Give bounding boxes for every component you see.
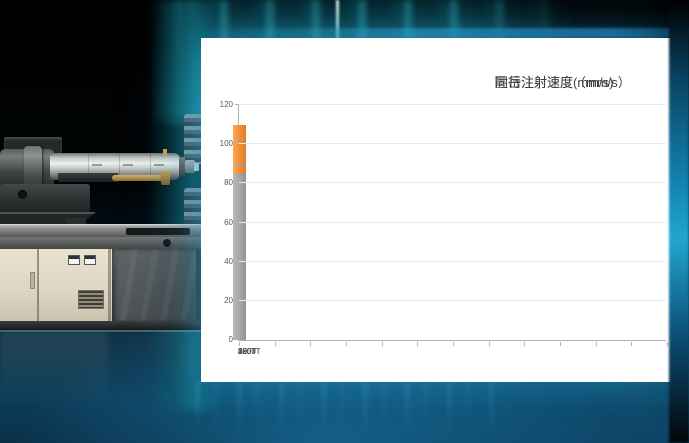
x-axis-tick	[346, 342, 347, 346]
y-tick-label: 100	[219, 139, 233, 149]
y-tick-label: 20	[224, 295, 233, 305]
machine-foot	[66, 218, 86, 228]
chart-panel: 胜岳注射速度（mm/s） 同行注射速度(mm/s) 0 20 40 60 80 100 120…	[201, 38, 673, 382]
gridline	[239, 104, 666, 105]
plot-area: 0 20 40 60 80 100 120	[220, 101, 668, 346]
gridline	[239, 299, 666, 301]
x-axis-tick	[631, 342, 633, 346]
x-tick-label: 260T	[238, 347, 257, 356]
x-axis-tick	[239, 342, 240, 346]
machine-cabinet-base	[0, 321, 204, 330]
machine-vent-grille	[78, 290, 104, 309]
legend-label: 胜岳注射速度（mm/s）	[495, 74, 631, 90]
bar-tonghang	[232, 173, 246, 340]
y-tick-label: 120	[219, 100, 233, 109]
machine-barrel-seam	[88, 154, 89, 179]
x-tick-label: 1050T	[238, 347, 261, 356]
machine-floor-line	[0, 330, 206, 332]
gridline	[239, 260, 666, 262]
machine-barrel-marking	[92, 164, 102, 166]
machine-lower-housing	[0, 184, 90, 214]
y-axis-tick	[235, 182, 239, 184]
legend-swatch	[495, 76, 505, 86]
y-axis-tick	[235, 221, 239, 223]
y-axis-tick	[235, 339, 239, 340]
x-tick-label: 180T	[238, 347, 257, 356]
bar-groups	[232, 105, 666, 340]
machine-barrel-seam	[119, 154, 120, 179]
x-axis-tick	[488, 342, 490, 346]
background-top-edge-glow	[196, 28, 689, 38]
machine-reflection	[0, 332, 206, 427]
y-axis-tick	[235, 299, 239, 301]
machine-door-seam	[37, 249, 39, 322]
x-axis-tick	[595, 342, 597, 346]
y-tick-label: 80	[224, 178, 233, 188]
x-tick-label: 100T	[238, 347, 257, 356]
x-axis-tick	[274, 342, 276, 346]
x-axis-tick	[667, 342, 668, 346]
background-right-edge-glow	[669, 0, 689, 443]
machine-indicator-plate	[68, 255, 80, 265]
machine-gold-bracket	[161, 171, 170, 185]
machine-barrel-seam	[150, 154, 151, 179]
legend-label: 同行注射速度(mm/s)	[495, 74, 614, 90]
gridline	[239, 182, 666, 184]
machine-door-handle	[30, 272, 35, 289]
machine-housing-hole	[18, 190, 27, 199]
machine-door-seam	[108, 249, 111, 322]
x-tick-label: 150T	[238, 347, 257, 356]
machine-brass-fitting	[163, 149, 167, 156]
x-tick-label: 700T	[238, 347, 257, 356]
machine-cabinet-cover	[112, 249, 198, 322]
background-bottom-streaks	[195, 381, 505, 443]
machine-under-rod	[58, 173, 118, 182]
machine-nozzle	[185, 160, 195, 173]
x-axis-tick	[417, 342, 419, 346]
x-axis-tick	[381, 342, 383, 346]
x-axis-tick	[524, 342, 526, 346]
machine-cabinet-edge	[196, 249, 204, 322]
y-tick-label: 40	[224, 256, 233, 266]
machine-barrel-marking	[154, 164, 164, 166]
machine-apron-hole	[163, 239, 171, 247]
machine-barrel-marking	[123, 164, 133, 166]
y-tick-label: 60	[224, 217, 233, 227]
x-axis-ticks	[239, 342, 668, 346]
x-axis-tick	[560, 342, 561, 346]
machine-clamp-lower	[184, 188, 206, 232]
gridline	[239, 143, 666, 145]
x-tick-label: 500T	[238, 347, 257, 356]
machine-indicator-plate	[84, 255, 96, 265]
x-tick-label: 220T	[238, 347, 257, 356]
machine-gold-rail	[112, 175, 164, 181]
x-tick-label: 1200T	[238, 347, 261, 356]
machine-barrel-tip-ring	[179, 157, 185, 176]
machine-housing-ring	[24, 146, 42, 194]
gridline	[239, 221, 666, 223]
y-axis-tick	[235, 143, 239, 145]
x-tick-label: 420T	[238, 347, 257, 356]
x-axis-tick	[453, 342, 454, 346]
y-tick-label: 0	[228, 335, 233, 344]
x-axis-tick	[310, 342, 312, 346]
y-axis-tick	[235, 104, 239, 105]
x-tick-label: 300T	[238, 347, 257, 356]
machine-clamp-upper	[184, 114, 206, 164]
y-axis-tick	[235, 260, 239, 262]
x-tick-label: 350T	[238, 347, 257, 356]
machine-deck-slot	[126, 228, 190, 235]
machine-nozzle-tip	[194, 163, 199, 171]
machine-apron	[0, 237, 204, 249]
